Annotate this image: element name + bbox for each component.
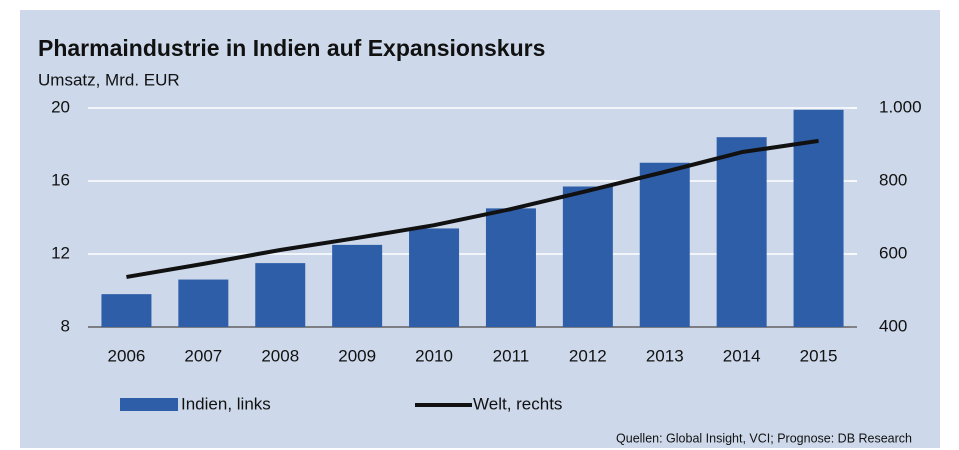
bar: [178, 279, 229, 327]
bar: [716, 137, 767, 327]
line: [126, 138, 819, 279]
x-tick-label: 2014: [723, 346, 761, 365]
x-tick-label: 2008: [261, 346, 299, 365]
x-tick-label: 2015: [800, 346, 838, 365]
subtitle: Umsatz, Mrd. EUR: [38, 70, 180, 89]
chart-title: Pharmaindustrie in Indien auf Expansions…: [38, 35, 545, 61]
y-tick-label: 16: [51, 170, 70, 189]
x-tick-label: 2011: [493, 346, 530, 365]
source: Quellen: Global Insight, VCI; Prognose: …: [616, 431, 912, 445]
bar: [409, 228, 460, 327]
bar: [793, 109, 844, 327]
y2-tick-label: 1.000: [879, 97, 922, 116]
x-tick-label: 2013: [646, 346, 684, 365]
x-tick-label: 2010: [415, 346, 453, 365]
bar: [485, 208, 536, 327]
bar: [332, 244, 383, 327]
x-tick-label: 2009: [338, 346, 376, 365]
y2-tick-label: 400: [879, 316, 907, 335]
bar: [639, 162, 690, 327]
y-tick-label: 12: [51, 243, 70, 262]
bar: [101, 294, 152, 327]
x-tick-label: 2012: [569, 346, 607, 365]
legend-swatch: [120, 398, 178, 411]
background: [20, 10, 940, 448]
y2-tick-label: 600: [879, 243, 907, 262]
y-tick-label: 8: [61, 316, 70, 335]
legend-label: Welt, rechts: [473, 394, 562, 413]
y2-tick-label: 800: [879, 170, 907, 189]
y-tick-label: 20: [51, 97, 70, 116]
bar: [562, 186, 613, 327]
bar: [255, 263, 306, 327]
legend-label: Indien, links: [181, 394, 271, 413]
x-tick-label: 2006: [108, 346, 146, 365]
x-tick-label: 2007: [184, 346, 222, 365]
